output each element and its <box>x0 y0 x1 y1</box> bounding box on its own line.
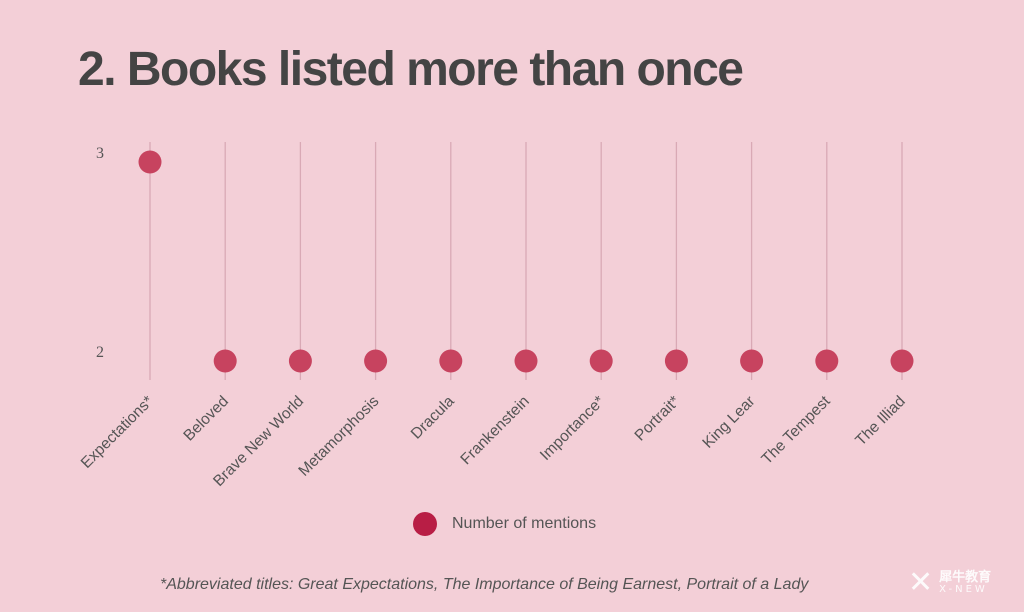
data-point <box>514 349 538 373</box>
watermark-x-icon: ✕ <box>908 565 934 600</box>
data-point <box>288 349 312 373</box>
x-tick-label: Metamorphosis <box>295 393 382 480</box>
data-points <box>138 150 914 373</box>
chart-title: 2. Books listed more than once <box>78 43 744 96</box>
watermark-chinese: 犀牛教育 <box>939 569 992 585</box>
x-tick-label: Dracula <box>408 393 458 443</box>
watermark-english: X-NEW <box>939 583 988 595</box>
data-point <box>439 349 463 373</box>
x-tick-label: The Tempest <box>758 392 834 468</box>
x-tick-label: The Illiad <box>852 393 909 450</box>
footnote: *Abbreviated titles: Great Expectations,… <box>160 576 809 593</box>
x-tick-label: Importance* <box>537 393 608 464</box>
data-point <box>213 349 237 373</box>
y-tick-label: 2 <box>96 344 104 361</box>
data-point <box>589 349 613 373</box>
x-tick-label: Portrait* <box>632 393 684 445</box>
watermark-logo: ✕ 犀牛教育 X-NEW <box>908 568 991 598</box>
legend: Number of mentions <box>413 512 596 536</box>
gridlines <box>149 142 903 380</box>
x-tick-label: Beloved <box>180 393 232 445</box>
x-tick-label: Expectations* <box>78 393 157 472</box>
legend-label: Number of mentions <box>452 515 597 532</box>
y-tick-label: 3 <box>96 145 104 162</box>
data-point <box>740 349 764 373</box>
y-axis-ticks: 23 <box>96 145 104 361</box>
x-tick-label: King Lear <box>699 393 758 452</box>
x-tick-label: Frankenstein <box>457 393 532 468</box>
legend-swatch <box>413 512 437 536</box>
data-point <box>364 349 388 373</box>
watermark-text: 犀牛教育 X-NEW <box>939 571 991 595</box>
data-point <box>664 349 688 373</box>
data-point <box>890 349 914 373</box>
data-point <box>815 349 839 373</box>
data-point <box>138 150 162 174</box>
